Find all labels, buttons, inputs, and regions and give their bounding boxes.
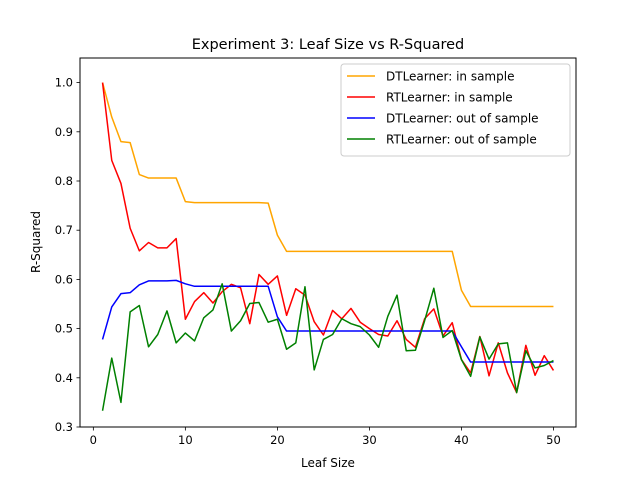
legend-box bbox=[340, 63, 571, 157]
y-axis: 0.3 0.4 0.5 0.6 0.7 0.8 0.9 1.0 bbox=[55, 76, 80, 434]
series-line-3 bbox=[101, 283, 554, 411]
legend-label-0: DTLearner: in sample bbox=[386, 70, 514, 84]
y-axis-label: R-Squared bbox=[29, 211, 43, 273]
series-line-2 bbox=[101, 279, 554, 363]
series-line-0 bbox=[101, 82, 554, 308]
y-tick-label: 0.9 bbox=[55, 125, 73, 139]
x-tick-label: 0 bbox=[90, 433, 97, 447]
x-axis: 0 10 20 30 40 50 bbox=[90, 427, 561, 447]
y-tick-label: 0.3 bbox=[55, 420, 73, 434]
x-axis-label: Leaf Size bbox=[301, 456, 355, 470]
x-tick-label: 10 bbox=[178, 433, 193, 447]
plot-area-frame bbox=[79, 57, 577, 428]
y-tick-label: 0.7 bbox=[55, 223, 73, 237]
x-tick-label: 20 bbox=[270, 433, 285, 447]
legend-label-3: RTLearner: out of sample bbox=[386, 133, 537, 147]
y-tick-label: 0.8 bbox=[55, 174, 73, 188]
y-tick-label: 0.6 bbox=[55, 272, 73, 286]
y-tick-label: 0.4 bbox=[55, 371, 73, 385]
y-tick-label: 0.5 bbox=[55, 322, 73, 336]
x-tick-label: 40 bbox=[454, 433, 469, 447]
chart-title: Experiment 3: Leaf Size vs R-Squared bbox=[192, 37, 465, 53]
legend-label-1: RTLearner: in sample bbox=[386, 91, 513, 105]
legend: DTLearner: in sample RTLearner: in sample… bbox=[340, 63, 571, 157]
y-tick-label: 1.0 bbox=[55, 76, 73, 90]
x-tick-label: 50 bbox=[546, 433, 561, 447]
x-tick-label: 30 bbox=[362, 433, 377, 447]
legend-label-2: DTLearner: out of sample bbox=[386, 112, 539, 126]
plot-lines bbox=[101, 82, 555, 411]
